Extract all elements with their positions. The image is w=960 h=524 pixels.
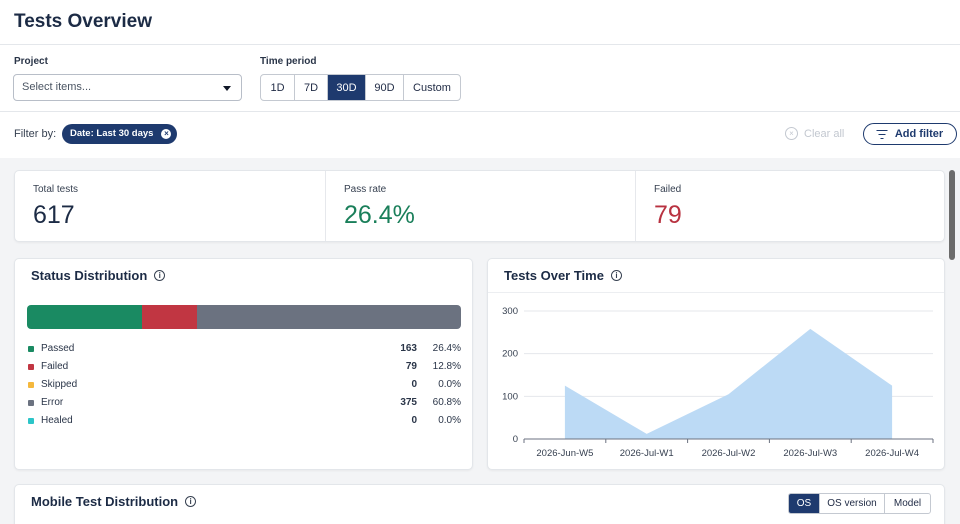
legend-percent: 26.4% <box>432 343 461 354</box>
y-tick-label: 300 <box>502 306 518 317</box>
divider <box>635 171 636 241</box>
mobile-distribution-title: Mobile Test Distribution i <box>31 494 197 509</box>
total-tests-value: 617 <box>33 201 75 229</box>
legend-count: 79 <box>405 361 417 372</box>
clear-icon: × <box>785 127 798 140</box>
mobile-distribution-toggle: OS OS version Model <box>788 493 931 514</box>
info-icon[interactable]: i <box>154 270 166 281</box>
legend-name: Error <box>41 397 64 408</box>
legend-count: 0 <box>411 415 417 426</box>
tab-os-version[interactable]: OS version <box>819 494 884 513</box>
legend-count: 0 <box>411 379 417 390</box>
y-tick-label: 100 <box>502 391 518 402</box>
status-stacked-bar <box>27 305 461 329</box>
legend-swatch <box>28 400 34 406</box>
status-distribution-card: Status Distribution i Passed 163 26.4% F… <box>14 258 473 470</box>
legend-name: Skipped <box>41 379 78 390</box>
status-bar-segment-passed <box>27 305 142 329</box>
total-tests-stat: Total tests 617 <box>15 171 325 241</box>
x-tick-label: 2026-Jul-W3 <box>783 448 837 459</box>
date-filter-chip[interactable]: Date: Last 30 days × <box>62 124 178 144</box>
page-scrollbar[interactable] <box>949 170 955 260</box>
legend-percent: 12.8% <box>432 361 461 372</box>
caret-down-icon <box>223 86 231 91</box>
legend-count: 163 <box>400 343 417 354</box>
legend-item-error: Error 375 60.8% <box>27 397 461 411</box>
divider <box>0 44 960 45</box>
time-period-toggle: 1D 7D 30D 90D Custom <box>260 74 461 101</box>
tests-over-time-card: Tests Over Time i 0 100 200 300 2026-Jun-W5 2… <box>487 258 945 470</box>
legend-item-healed: Healed 0 0.0% <box>27 415 461 429</box>
x-tick-label: 2026-Jul-W2 <box>702 448 756 459</box>
legend-item-passed: Passed 163 26.4% <box>27 343 461 357</box>
project-label: Project <box>14 56 48 67</box>
x-tick-label: 2026-Jun-W5 <box>536 448 593 459</box>
mobile-test-distribution-card: Mobile Test Distribution i OS OS version… <box>14 484 945 524</box>
mobile-distribution-title-text: Mobile Test Distribution <box>31 494 179 509</box>
area-series <box>564 328 893 439</box>
legend-percent: 0.0% <box>438 379 461 390</box>
tests-over-time-title-text: Tests Over Time <box>504 268 604 283</box>
status-bar-segment-failed <box>141 305 198 329</box>
divider <box>325 171 326 241</box>
legend-item-failed: Failed 79 12.8% <box>27 361 461 375</box>
filter-icon <box>876 129 888 139</box>
x-tick-label: 2026-Jul-W4 <box>865 448 919 459</box>
legend-swatch <box>28 418 34 424</box>
legend-percent: 60.8% <box>432 397 461 408</box>
page-title: Tests Overview <box>14 11 153 32</box>
legend-name: Failed <box>41 361 69 372</box>
pass-rate-label: Pass rate <box>344 184 387 195</box>
divider <box>0 111 960 112</box>
clear-all-button[interactable]: × Clear all <box>785 127 844 140</box>
legend-swatch <box>28 346 34 352</box>
date-filter-chip-label: Date: Last 30 days <box>70 128 154 139</box>
tab-os[interactable]: OS <box>789 494 819 513</box>
x-tick-label: 2026-Jul-W1 <box>620 448 674 459</box>
pass-rate-stat: Pass rate 26.4% <box>326 171 636 241</box>
legend-count: 375 <box>400 397 417 408</box>
failed-stat: Failed 79 <box>636 171 946 241</box>
failed-label: Failed <box>654 184 682 195</box>
add-filter-label: Add filter <box>894 128 944 140</box>
legend-item-skipped: Skipped 0 0.0% <box>27 379 461 393</box>
failed-value: 79 <box>654 201 682 229</box>
total-tests-label: Total tests <box>33 184 79 195</box>
project-select[interactable]: Select items... <box>13 74 242 101</box>
filter-by-label: Filter by: <box>14 128 57 140</box>
period-option-custom[interactable]: Custom <box>403 75 460 100</box>
add-filter-button[interactable]: Add filter <box>863 123 957 145</box>
status-distribution-title-text: Status Distribution <box>31 268 148 283</box>
tests-over-time-chart: 0 100 200 300 2026-Jun-W5 2026-Jul-W1 2026-Jul… <box>502 306 934 459</box>
info-icon[interactable]: i <box>185 496 197 507</box>
divider <box>488 292 944 293</box>
legend-swatch <box>28 382 34 388</box>
summary-stats-card: Total tests 617 Pass rate 26.4% Failed 7… <box>14 170 945 242</box>
legend-percent: 0.0% <box>438 415 461 426</box>
pass-rate-value: 26.4% <box>344 201 415 229</box>
status-bar-segment-error <box>197 305 461 329</box>
period-option-90d[interactable]: 90D <box>365 75 403 100</box>
legend-swatch <box>28 364 34 370</box>
project-select-placeholder: Select items... <box>22 81 92 93</box>
info-icon[interactable]: i <box>610 270 622 281</box>
tab-model[interactable]: Model <box>884 494 930 513</box>
period-option-7d[interactable]: 7D <box>294 75 327 100</box>
period-option-30d[interactable]: 30D <box>327 75 365 100</box>
y-tick-label: 200 <box>502 349 518 360</box>
period-option-1d[interactable]: 1D <box>270 81 285 94</box>
time-period-label: Time period <box>260 56 317 67</box>
filter-panel: Tests Overview Project Select items... T… <box>0 0 960 158</box>
clear-all-label: Clear all <box>804 127 845 140</box>
y-tick-label: 0 <box>513 434 518 445</box>
legend-name: Healed <box>41 415 73 426</box>
tests-over-time-title: Tests Over Time i <box>504 268 622 283</box>
status-distribution-title: Status Distribution i <box>31 268 166 283</box>
close-icon[interactable]: × <box>161 129 172 139</box>
legend-name: Passed <box>41 343 75 354</box>
